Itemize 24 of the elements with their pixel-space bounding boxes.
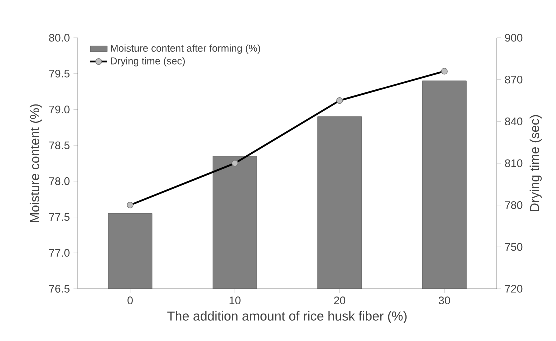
y2-tick-label: 900 — [505, 34, 523, 42]
y2-tick-label: 750 — [505, 243, 523, 252]
y-tick-label: 78.5 — [49, 142, 70, 150]
y-tick-label: 77.5 — [49, 213, 70, 222]
legend-label: Drying time (sec) — [111, 57, 186, 67]
x-axis-title: The addition amount of rice husk fiber (%) — [168, 311, 407, 324]
y-tick-label: 79.0 — [49, 106, 70, 114]
x-tick-label: 0 — [128, 296, 133, 305]
y-tick-label: 79.5 — [49, 70, 70, 78]
y-tick-label: 80.0 — [49, 34, 70, 42]
x-tick-label: 10 — [230, 296, 241, 305]
y-tick-label: 76.5 — [49, 285, 70, 293]
x-tick-label: 20 — [334, 296, 346, 305]
legend-label: Moisture content after forming (%) — [111, 44, 260, 54]
y-axis-title: Moisture content (%) — [30, 104, 42, 222]
x-tick-label: 30 — [438, 296, 450, 305]
y-tick-label: 77.0 — [49, 249, 70, 258]
y2-tick-label: 840 — [505, 118, 523, 126]
y2-tick-label: 780 — [505, 201, 523, 210]
y2-tick-label: 870 — [505, 76, 523, 84]
y-tick-label: 78.0 — [49, 178, 70, 186]
y2-axis-title: Drying time (sec) — [530, 115, 542, 212]
y2-tick-label: 810 — [505, 160, 523, 168]
y2-tick-label: 720 — [505, 285, 523, 293]
